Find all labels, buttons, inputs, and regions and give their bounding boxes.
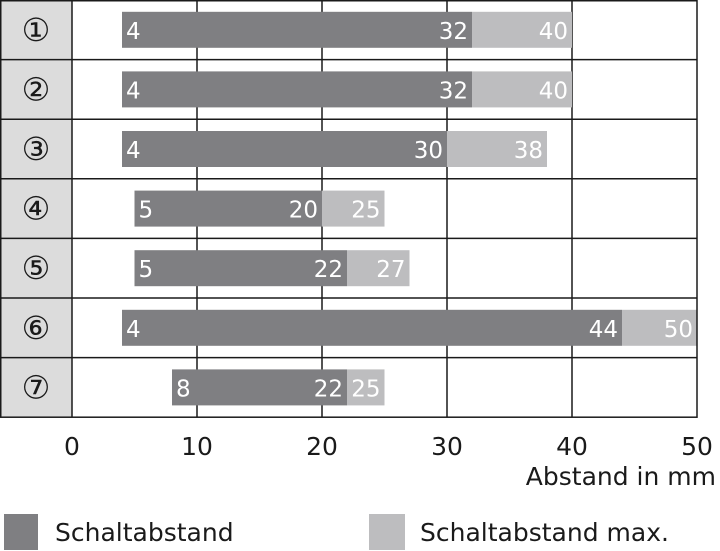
- category-column: ① ② ③ ④ ⑤ ⑥ ⑦: [0, 0, 72, 418]
- bar-schaltabstand: [134, 250, 347, 287]
- legend-swatch-schaltabstand: [4, 514, 38, 550]
- x-tick-label: 20: [306, 432, 338, 461]
- x-tick-label: 30: [431, 432, 463, 461]
- bar-schaltabstand: [122, 11, 472, 48]
- bar-schaltabstand: [172, 369, 347, 406]
- bar-schaltabstand: [122, 131, 447, 167]
- bar-label-schaltabstand: 22: [314, 376, 343, 402]
- category-cell: [0, 59, 72, 120]
- bar-label-schaltabstand-max: 40: [539, 78, 568, 104]
- bar-schaltabstand: [122, 71, 472, 108]
- category-label: ③: [22, 130, 51, 168]
- bar-label-schaltabstand-max: 40: [539, 19, 568, 45]
- x-axis-label: Abstand in mm: [526, 462, 716, 491]
- bar-label-schaltabstand: 20: [289, 198, 318, 224]
- category-label: ①: [22, 11, 51, 49]
- bar-label-start: 8: [176, 376, 191, 402]
- bar-schaltabstand-max: [472, 11, 572, 48]
- category-label: ⑤: [22, 249, 51, 287]
- legend-label-schaltabstand-max: Schaltabstand max.: [420, 518, 669, 547]
- bar-label-start: 4: [126, 138, 141, 164]
- bar-label-schaltabstand-max: 38: [514, 138, 543, 164]
- bar-label-schaltabstand: 32: [439, 78, 468, 104]
- bar-label-schaltabstand: 44: [589, 317, 618, 343]
- bar-schaltabstand-max: [322, 190, 385, 227]
- x-tick-label: 40: [556, 432, 588, 461]
- bar-label-start: 4: [126, 78, 141, 104]
- category-label: ⑥: [22, 309, 51, 347]
- bar-schaltabstand-max: [347, 369, 385, 406]
- category-cell: [0, 298, 72, 358]
- legend-swatch-schaltabstand-max: [369, 514, 405, 550]
- bar-label-schaltabstand-max: 27: [376, 257, 405, 283]
- legend-label-schaltabstand: Schaltabstand: [55, 518, 234, 547]
- x-axis-ticks: 0 10 20 30 40 50: [64, 432, 713, 461]
- plot-border: [0, 0, 698, 418]
- bar-label-start: 5: [139, 257, 154, 283]
- bar-label-start: 4: [126, 317, 141, 343]
- bar-label-schaltabstand: 32: [439, 19, 468, 45]
- x-tick-label: 0: [64, 432, 80, 461]
- category-cell: [0, 357, 72, 418]
- bar-label-start: 5: [139, 198, 154, 224]
- bar-label-start: 4: [126, 19, 141, 45]
- bar-schaltabstand-max: [622, 309, 697, 346]
- bar-schaltabstand-max: [472, 71, 572, 108]
- bar-label-schaltabstand: 22: [314, 257, 343, 283]
- bars: 4 32 404 32 404 30 385 20 255 22 274 44 508 22 25: [122, 11, 697, 406]
- bar-label-schaltabstand-max: 25: [351, 198, 380, 224]
- category-cell: [0, 0, 72, 60]
- chart-frame: [0, 0, 698, 418]
- x-tick-label: 50: [681, 432, 713, 461]
- category-cell: [0, 238, 72, 298]
- bar-schaltabstand-max: [347, 250, 410, 287]
- category-label: ④: [22, 190, 51, 228]
- category-cell: [0, 119, 72, 179]
- legend: Schaltabstand Schaltabstand max.: [4, 514, 669, 550]
- bar-schaltabstand: [134, 190, 322, 227]
- bar-schaltabstand: [122, 309, 622, 346]
- bar-label-schaltabstand-max: 50: [664, 317, 693, 343]
- category-label: ②: [22, 70, 51, 108]
- x-tick-label: 10: [181, 432, 213, 461]
- bar-label-schaltabstand: 30: [414, 138, 443, 164]
- category-cell: [0, 178, 72, 239]
- bar-schaltabstand-max: [447, 131, 547, 167]
- category-label: ⑦: [22, 368, 51, 406]
- bar-label-schaltabstand-max: 25: [351, 376, 380, 402]
